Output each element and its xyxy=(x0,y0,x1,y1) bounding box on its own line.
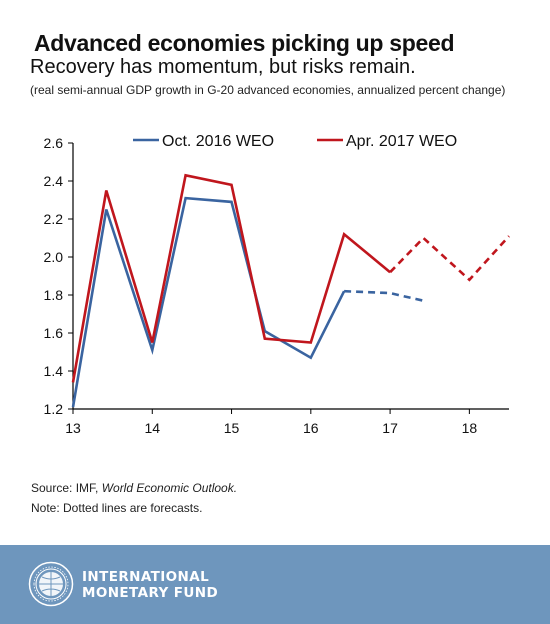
y-tick-label: 2.4 xyxy=(44,173,64,189)
source-note: Source: IMF, World Economic Outlook. xyxy=(31,481,237,495)
y-tick-label: 2.0 xyxy=(44,249,64,265)
x-tick-label: 15 xyxy=(224,420,240,436)
chart-description: (real semi-annual GDP growth in G-20 adv… xyxy=(30,83,506,97)
series-forecast-line-1 xyxy=(344,289,424,302)
source-prefix: Source: IMF, xyxy=(31,481,102,495)
x-tick-label: 13 xyxy=(65,420,81,436)
series-forecast-line-2 xyxy=(389,235,510,282)
legend-label-2: Apr. 2017 WEO xyxy=(346,133,457,150)
chart-axes: 1.2 1.4 1.6 1.8 2.0 2.2 2.4 2.6 13 14 15 16 17 18 xyxy=(44,135,509,436)
series-line-1 xyxy=(71,196,346,408)
series-line-2 xyxy=(71,173,391,383)
forecast-note: Note: Dotted lines are forecasts. xyxy=(31,501,203,515)
y-tick-label: 1.8 xyxy=(44,287,64,303)
y-tick-label: 1.2 xyxy=(44,401,64,417)
line-chart: 1.2 1.4 1.6 1.8 2.0 2.2 2.4 2.6 13 14 15 16 17 18 Oct… xyxy=(44,133,510,436)
chart-subtitle: Recovery has momentum, but risks remain. xyxy=(30,56,416,78)
chart-series xyxy=(71,173,510,408)
chart-title: Advanced economies picking up speed xyxy=(34,30,455,56)
footer-bar: INTERNATIONAL MONETARY FUND xyxy=(0,545,550,624)
legend-label-1: Oct. 2016 WEO xyxy=(162,133,274,150)
org-name-line2: MONETARY FUND xyxy=(82,585,219,601)
y-tick-label: 2.6 xyxy=(44,135,64,151)
org-name: INTERNATIONAL MONETARY FUND xyxy=(82,569,218,601)
x-tick-label: 14 xyxy=(144,420,160,436)
y-tick-label: 1.4 xyxy=(44,363,64,379)
chart-legend: Oct. 2016 WEO Apr. 2017 WEO xyxy=(133,133,457,150)
x-tick-label: 18 xyxy=(462,420,478,436)
source-publication: World Economic Outlook. xyxy=(101,481,238,495)
org-name-line1: INTERNATIONAL xyxy=(82,569,210,585)
y-tick-label: 2.2 xyxy=(44,211,64,227)
x-tick-label: 17 xyxy=(382,420,398,436)
imf-seal-icon xyxy=(28,561,74,607)
x-tick-label: 16 xyxy=(303,420,319,436)
y-tick-label: 1.6 xyxy=(44,325,64,341)
